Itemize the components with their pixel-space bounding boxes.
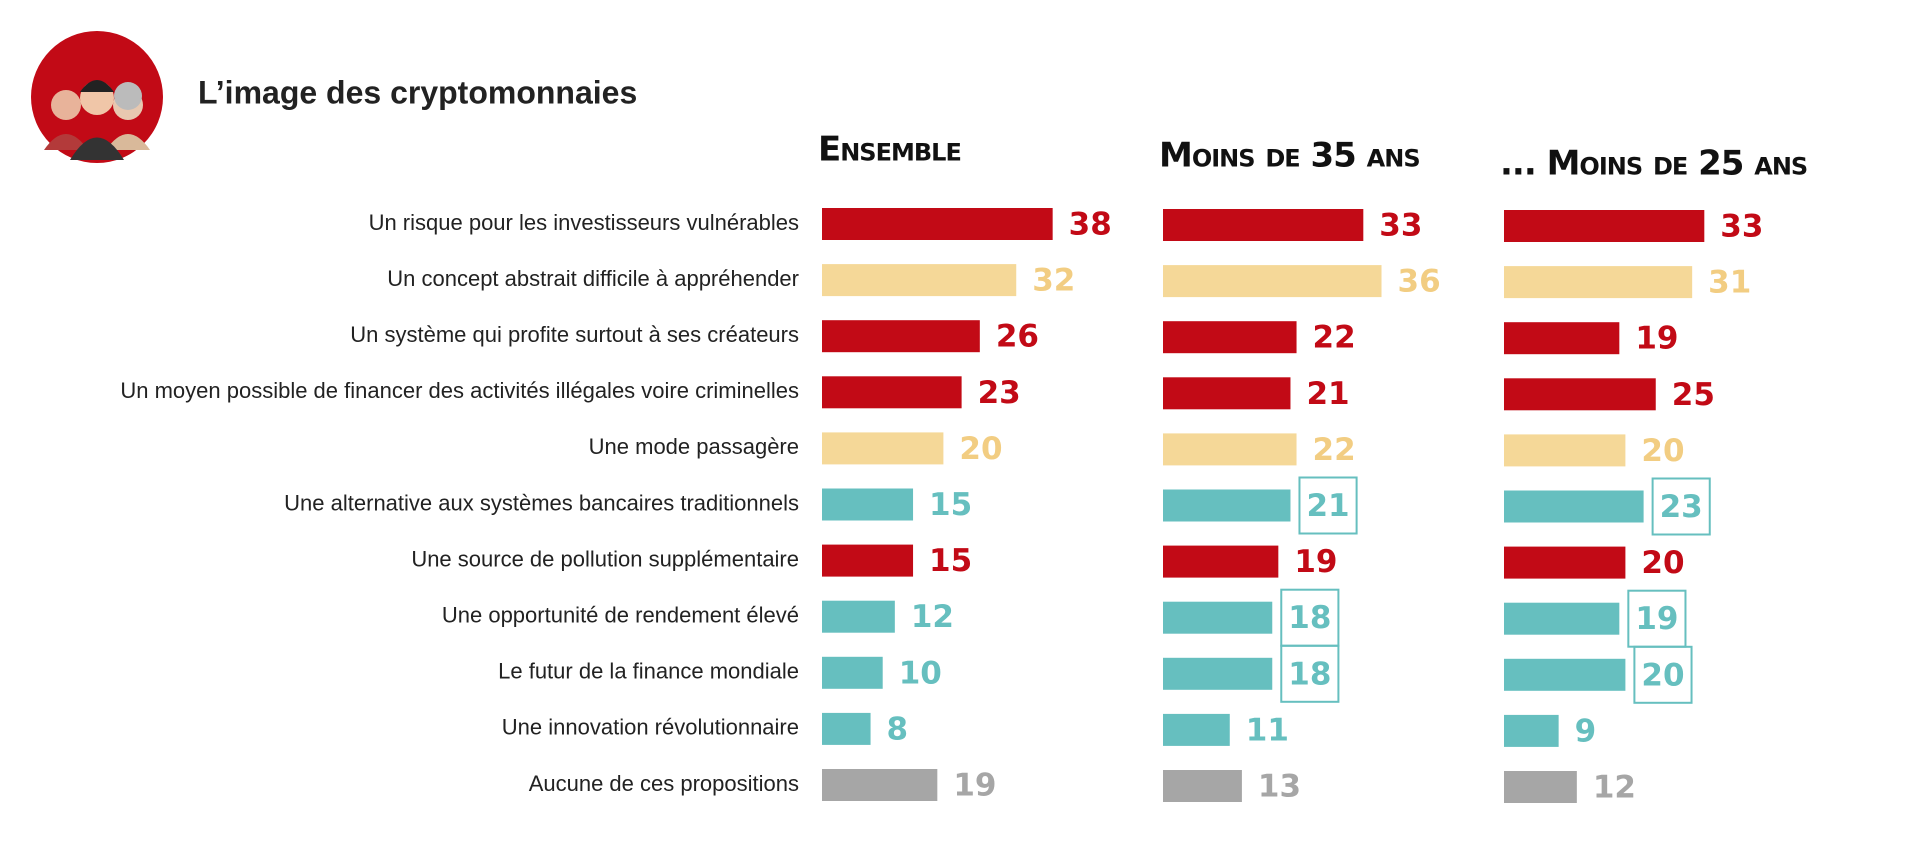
bar: [1504, 771, 1577, 803]
value-label: 22: [1313, 432, 1356, 468]
value-label: 19: [953, 768, 996, 804]
bar: [1163, 601, 1273, 634]
value-label: 36: [1398, 264, 1441, 300]
bar: [1163, 657, 1273, 690]
bar: [822, 432, 944, 465]
highlight-box: [1298, 476, 1358, 535]
bar: [1504, 602, 1620, 635]
bar: [822, 712, 871, 745]
icon: [31, 31, 163, 163]
value-label: 20: [1641, 433, 1684, 469]
bar: [1163, 545, 1279, 578]
bar: [1163, 377, 1291, 410]
value-label: 23: [1660, 489, 1703, 525]
bar: [822, 544, 914, 577]
value-label: 26: [996, 319, 1039, 355]
value-label: 21: [1306, 376, 1349, 412]
value-label: 18: [1288, 656, 1331, 692]
value-label: 21: [1306, 488, 1349, 524]
value-label: 31: [1708, 265, 1751, 301]
panel-heading: ... Moins de 25 ans: [1500, 144, 1807, 184]
category-label: Un risque pour les investisseurs vulnéra…: [369, 210, 799, 235]
value-label: 33: [1720, 209, 1763, 245]
chart-title: L’image des cryptomonnaies: [198, 74, 637, 110]
value-label: 12: [911, 599, 954, 635]
category-label: Une opportunité de rendement élevé: [442, 603, 799, 628]
bar: [822, 208, 1053, 240]
value-label: 13: [1258, 769, 1301, 805]
category-label: Un concept abstrait difficile à appréhen…: [387, 266, 799, 291]
panel-heading: Ensemble: [818, 130, 961, 170]
bar: [1163, 770, 1242, 802]
category-label: Une mode passagère: [589, 434, 799, 459]
value-label: 11: [1246, 712, 1289, 748]
value-label: 18: [1288, 600, 1331, 636]
highlight-box: [1651, 477, 1711, 536]
category-label: Une source de pollution supplémentaire: [411, 546, 799, 571]
bar: [1504, 378, 1656, 411]
category-label: Le futur de la finance mondiale: [498, 659, 799, 684]
bar: [1504, 434, 1626, 467]
bar: [822, 376, 962, 409]
value-label: 32: [1032, 263, 1075, 299]
bar: [1504, 210, 1705, 242]
bar: [1504, 266, 1693, 299]
category-label: Une alternative aux systèmes bancaires t…: [284, 490, 799, 515]
value-label: 9: [1575, 713, 1597, 749]
bar: [1504, 322, 1620, 355]
value-label: 22: [1313, 320, 1356, 356]
value-label: 20: [1641, 657, 1684, 693]
bar: [822, 488, 914, 521]
value-label: 23: [978, 375, 1021, 411]
bar: [822, 264, 1017, 297]
bar: [822, 320, 980, 353]
bar: [1504, 490, 1644, 523]
value-label: 19: [1294, 544, 1337, 580]
bar: [822, 769, 938, 801]
category-label: Une innovation révolutionnaire: [502, 715, 799, 740]
bar: [1163, 265, 1382, 298]
category-label: Aucune de ces propositions: [529, 771, 799, 796]
value-label: 15: [929, 543, 972, 579]
bar: [822, 656, 883, 689]
bar: [822, 600, 895, 633]
bar: [1163, 433, 1297, 466]
value-label: 12: [1593, 770, 1636, 806]
value-label: 8: [887, 711, 909, 747]
value-label: 15: [929, 487, 972, 523]
panel-heading: Moins de 35 ans: [1159, 136, 1420, 176]
category-label: Un moyen possible de financer des activi…: [120, 378, 799, 403]
value-label: 20: [959, 431, 1002, 467]
highlight-box: [1280, 644, 1340, 703]
value-label: 33: [1379, 208, 1422, 244]
value-label: 38: [1069, 207, 1112, 243]
bar: [1163, 713, 1230, 746]
bar: [1163, 209, 1364, 241]
value-label: 19: [1635, 321, 1678, 357]
value-label: 25: [1672, 377, 1715, 413]
bar: [1504, 658, 1626, 691]
bar: [1504, 546, 1626, 579]
value-label: 19: [1635, 601, 1678, 637]
category-label: Un système qui profite surtout à ses cré…: [350, 322, 799, 347]
value-label: 20: [1641, 545, 1684, 581]
value-label: 10: [899, 655, 942, 691]
bar: [1163, 489, 1291, 522]
bar: [1504, 714, 1559, 747]
bar: [1163, 321, 1297, 354]
highlight-box: [1633, 645, 1693, 704]
